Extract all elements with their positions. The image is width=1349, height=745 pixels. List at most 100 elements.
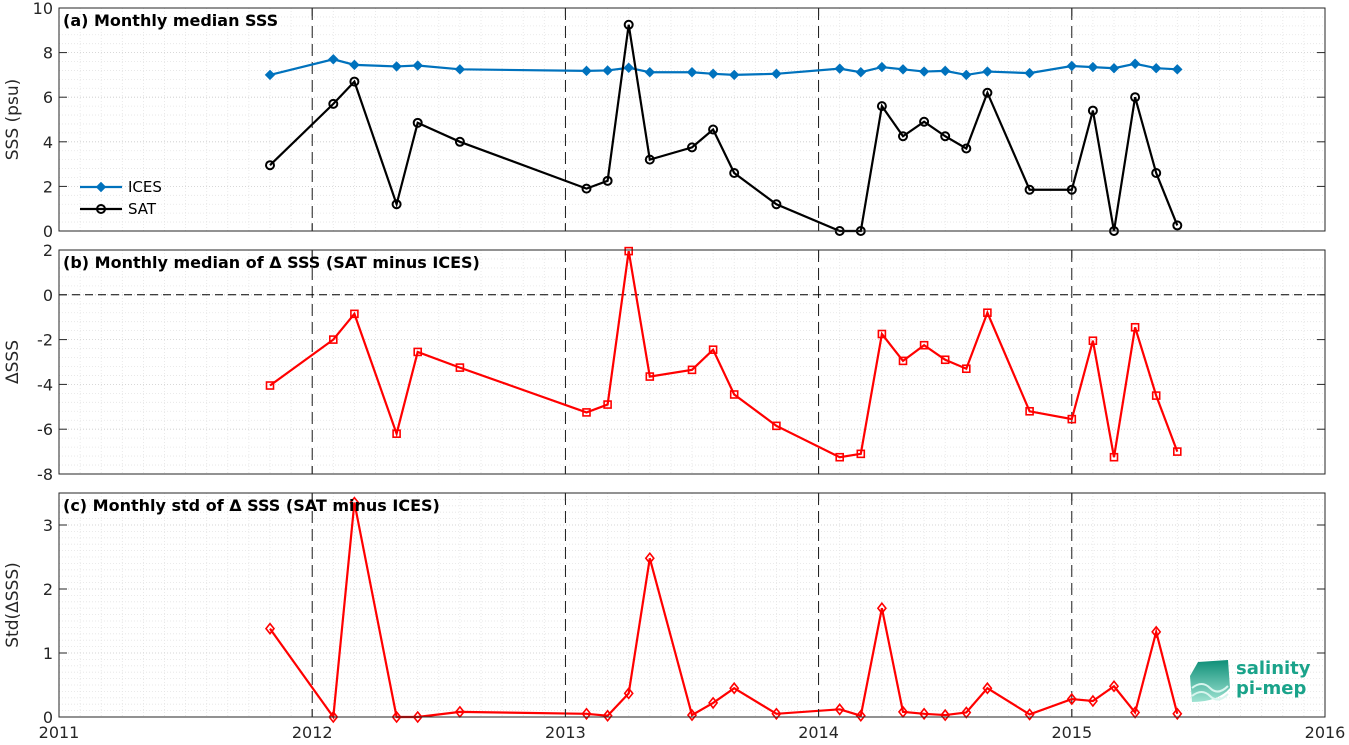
data-point-2 xyxy=(350,309,359,319)
data-point-4 xyxy=(412,60,423,71)
data-point-20 xyxy=(961,143,972,154)
data-point-20 xyxy=(961,706,972,719)
data-point-25 xyxy=(1108,679,1120,693)
data-point-1 xyxy=(328,98,339,109)
x-tick-label: 2011 xyxy=(39,723,80,742)
data-point-10 xyxy=(687,142,697,153)
data-point-8 xyxy=(623,687,634,700)
data-point-0 xyxy=(264,69,276,81)
data-point-21 xyxy=(983,308,992,318)
data-point-6 xyxy=(581,183,592,194)
data-point-4 xyxy=(412,710,423,724)
data-point-23 xyxy=(1066,692,1077,706)
data-point-10 xyxy=(686,67,698,78)
data-point-17 xyxy=(898,131,908,142)
data-point-27 xyxy=(1150,63,1162,74)
legend-entry-ices: ICES xyxy=(128,178,162,196)
y-tick-label: 2 xyxy=(43,177,53,196)
data-point-2 xyxy=(349,496,360,509)
data-point-3 xyxy=(391,199,402,210)
data-point-18 xyxy=(919,116,930,127)
data-point-23 xyxy=(1066,184,1077,195)
y-axis-label: ΔSSS xyxy=(3,340,23,384)
panel-b: -8 -6 -4 -2 0 2 ΔSSS (b) Monthly median of Δ SS… xyxy=(3,241,1326,484)
data-point-11 xyxy=(707,68,719,79)
data-point-18 xyxy=(919,340,929,350)
data-point-3 xyxy=(391,710,402,724)
data-point-20 xyxy=(961,69,972,81)
data-point-4 xyxy=(413,347,423,357)
y-tick-label: -2 xyxy=(37,331,53,350)
data-point-19 xyxy=(940,355,950,365)
data-point-16 xyxy=(876,101,887,112)
legend: ICES SAT xyxy=(80,178,162,218)
data-point-3 xyxy=(392,429,401,438)
data-point-26 xyxy=(1129,58,1141,69)
data-point-9 xyxy=(644,551,655,565)
data-point-0 xyxy=(265,381,275,390)
y-axis-label: Std(ΔSSS) xyxy=(3,562,23,648)
data-point-28 xyxy=(1173,447,1182,456)
y-tick-label: 8 xyxy=(43,44,53,63)
data-point-24 xyxy=(1087,694,1098,708)
data-point-2 xyxy=(349,76,360,87)
y-tick-label: 10 xyxy=(33,0,53,18)
logo-line-1: salinity xyxy=(1236,658,1311,679)
y-tick-label: 3 xyxy=(43,516,53,535)
data-point-16 xyxy=(877,329,887,339)
data-point-12 xyxy=(729,681,740,695)
data-point-26 xyxy=(1130,92,1141,103)
y-tick-label: 2 xyxy=(43,241,53,260)
data-point-13 xyxy=(772,421,781,431)
data-point-12 xyxy=(729,390,739,399)
axes-frame xyxy=(58,249,1326,475)
data-point-1 xyxy=(328,710,339,724)
data-point-12 xyxy=(729,168,740,179)
y-tick-label: 1 xyxy=(43,644,53,663)
data-point-7 xyxy=(602,175,613,186)
data-point-17 xyxy=(898,356,908,366)
data-point-6 xyxy=(582,408,591,417)
panel-a: 0 2 4 6 8 10 SSS (psu) (a) Monthly median SSS IC… xyxy=(3,0,1326,241)
data-point-22 xyxy=(1025,406,1034,416)
data-point-4 xyxy=(412,117,423,128)
data-point-14 xyxy=(834,703,845,716)
data-point-2 xyxy=(349,59,360,71)
x-tick-label: 2015 xyxy=(1051,723,1092,742)
data-point-1 xyxy=(328,54,339,65)
data-point-13 xyxy=(771,68,782,79)
data-point-11 xyxy=(708,124,719,135)
data-point-22 xyxy=(1024,67,1035,79)
data-point-15 xyxy=(855,67,867,78)
data-point-3 xyxy=(391,61,402,72)
data-point-9 xyxy=(645,372,655,381)
data-point-8 xyxy=(623,62,634,73)
data-point-15 xyxy=(855,709,866,723)
data-point-5 xyxy=(455,363,465,372)
data-point-10 xyxy=(687,365,697,375)
data-point-18 xyxy=(918,66,930,77)
data-point-9 xyxy=(644,67,656,78)
series-line xyxy=(269,502,1179,721)
data-point-5 xyxy=(454,136,465,147)
logo-line-2: pi-mep xyxy=(1236,678,1307,699)
y-tick-label: 0 xyxy=(43,708,53,727)
data-point-13 xyxy=(771,707,782,721)
data-point-9 xyxy=(644,154,655,165)
y-tick-label: 2 xyxy=(43,580,53,599)
data-point-16 xyxy=(876,601,887,615)
x-tick-label: 2013 xyxy=(545,723,586,742)
data-point-24 xyxy=(1087,61,1099,73)
data-point-27 xyxy=(1151,625,1162,639)
data-point-0 xyxy=(264,622,276,635)
data-point-27 xyxy=(1151,391,1161,400)
axes-frame xyxy=(58,7,1326,232)
data-point-11 xyxy=(708,696,719,710)
data-point-17 xyxy=(897,64,909,75)
data-point-19 xyxy=(939,65,951,77)
axes-frame xyxy=(58,492,1326,718)
data-point-7 xyxy=(602,65,613,76)
y-axis-label: SSS (psu) xyxy=(3,79,23,160)
logo-wave-icon xyxy=(1190,660,1230,702)
data-point-8 xyxy=(623,19,634,30)
